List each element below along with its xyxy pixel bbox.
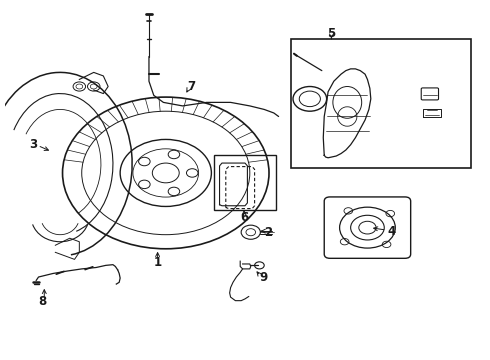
Text: 2: 2: [264, 226, 272, 239]
Text: 1: 1: [153, 256, 162, 269]
Bar: [291, 39, 471, 168]
Text: 7: 7: [187, 80, 196, 93]
Bar: [214, 155, 276, 210]
Text: 4: 4: [387, 225, 395, 238]
Text: 5: 5: [327, 27, 336, 40]
Text: 9: 9: [259, 270, 268, 284]
Text: 3: 3: [29, 138, 37, 151]
Text: 6: 6: [240, 211, 248, 224]
Text: 8: 8: [38, 295, 47, 308]
